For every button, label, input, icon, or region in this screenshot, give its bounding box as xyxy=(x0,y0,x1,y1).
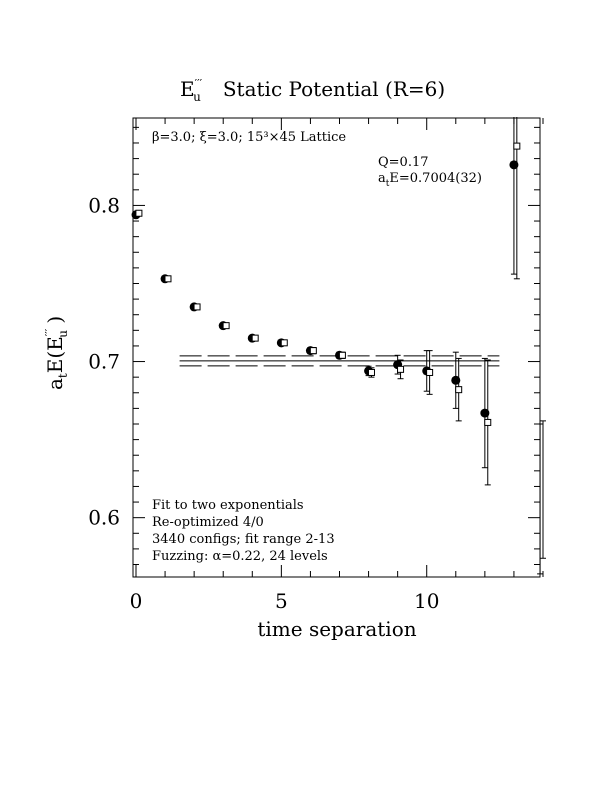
y-tick-label: 0.6 xyxy=(88,506,120,530)
data-point-square xyxy=(222,322,230,330)
fit-info-line-2: Re-optimized 4/0 xyxy=(152,515,264,530)
fit-info-line-4: Fuzzing: α=0.22, 24 levels xyxy=(152,549,328,564)
data-point-circle xyxy=(480,408,490,418)
x-tick-label: 5 xyxy=(275,589,288,613)
fit-info-line-3: 3440 configs; fit range 2-13 xyxy=(152,532,335,547)
data-point-square xyxy=(397,365,405,373)
x-tick-label: 0 xyxy=(130,589,143,613)
data-point-square xyxy=(309,347,317,355)
energy-annotation: atE=0.7004(32) xyxy=(378,171,482,189)
chart-title: E′′′ u Static Potential (R=6) xyxy=(180,77,445,104)
data-point-square xyxy=(455,386,463,394)
data-point-square xyxy=(280,339,288,347)
fit-info-line-1: Fit to two exponentials xyxy=(152,498,304,513)
data-point-square xyxy=(426,368,434,376)
x-tick-label: 10 xyxy=(414,589,439,613)
data-point-square xyxy=(164,275,172,283)
data-point-circle xyxy=(509,160,519,170)
y-tick-label: 0.7 xyxy=(88,350,120,374)
data-point-square xyxy=(367,368,375,376)
plot-frame xyxy=(132,117,541,578)
y-axis-label: atE(E′′′u ) xyxy=(43,316,70,390)
data-point-square xyxy=(251,334,259,342)
axis-ticks xyxy=(133,118,544,577)
x-axis-label: time separation xyxy=(257,617,416,641)
data-point-square xyxy=(135,209,143,217)
data-point-square xyxy=(338,351,346,359)
axis-tick-labels: 0 5 10 0.6 0.7 0.8 xyxy=(88,193,439,613)
y-tick-label: 0.8 xyxy=(88,193,120,217)
data-point-square xyxy=(193,303,201,311)
data-point-square xyxy=(513,142,521,150)
data-points xyxy=(131,117,546,575)
data-point-circle xyxy=(451,375,461,385)
lattice-annotation: β=3.0; ξ=3.0; 15³×45 Lattice xyxy=(152,130,346,145)
q-annotation: Q=0.17 xyxy=(378,155,429,170)
data-point-square xyxy=(484,418,492,426)
